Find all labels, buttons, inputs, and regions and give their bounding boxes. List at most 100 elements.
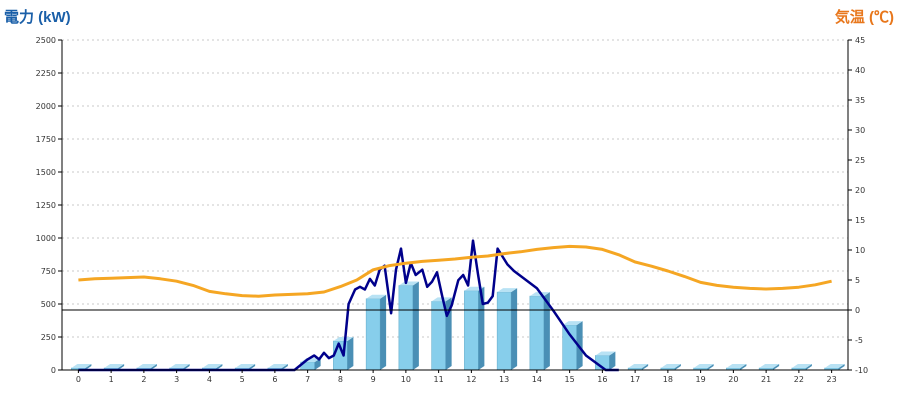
right-tick-label: 45	[855, 36, 865, 45]
bar-side	[674, 364, 681, 370]
bar	[496, 291, 512, 371]
x-tick-label: 13	[499, 375, 509, 384]
right-tick-label: 10	[855, 246, 865, 255]
right-tick-label: 30	[855, 126, 865, 135]
bar-side	[511, 288, 518, 370]
series-lines	[78, 239, 832, 372]
bar-side	[314, 358, 321, 370]
bar	[365, 298, 381, 371]
temperature-line	[78, 244, 832, 298]
right-tick-label: 15	[855, 216, 865, 225]
bar-top	[824, 364, 845, 368]
x-tick-label: 18	[663, 375, 673, 384]
right-tick-label: 0	[855, 306, 860, 315]
bar-top	[333, 336, 354, 341]
x-tick-label: 1	[109, 375, 114, 384]
left-tick-label: 250	[41, 333, 56, 342]
bar-side	[281, 364, 288, 370]
bar-side	[642, 364, 649, 370]
bar-side	[85, 364, 92, 370]
x-tick-label: 3	[174, 375, 179, 384]
bar-side	[805, 364, 812, 370]
x-tick-label: 19	[696, 375, 706, 384]
x-tick-label: 23	[827, 375, 837, 384]
bar-side	[740, 364, 747, 370]
x-tick-label: 15	[565, 375, 575, 384]
bar-top	[595, 351, 616, 356]
left-tick-label: 2000	[36, 102, 56, 111]
bar-side	[478, 286, 485, 370]
bar-top	[562, 321, 583, 326]
bar-side	[380, 294, 387, 370]
x-tick-label: 7	[305, 375, 310, 384]
x-tick-label: 4	[207, 375, 212, 384]
x-tick-label: 8	[338, 375, 343, 384]
bar-top	[71, 364, 92, 368]
right-tick-label: 25	[855, 156, 865, 165]
bar-top	[497, 288, 518, 293]
right-tick-label: 40	[855, 66, 865, 75]
left-tick-label: 0	[51, 366, 56, 375]
right-tick-label: 35	[855, 96, 865, 105]
grid-lines	[62, 39, 848, 338]
right-tick-label: -10	[855, 366, 868, 375]
bar-top	[366, 294, 387, 299]
x-tick-label: 14	[532, 375, 542, 384]
bar-side	[609, 351, 616, 370]
bar	[431, 301, 446, 371]
left-tick-label: 750	[41, 267, 56, 276]
left-tick-label: 1250	[36, 201, 56, 210]
right-tick-label: 20	[855, 186, 865, 195]
bar-top	[136, 364, 157, 368]
bar-top	[693, 364, 714, 368]
right-tick-label: -5	[855, 336, 863, 345]
bar	[398, 285, 414, 371]
bar-top	[759, 364, 780, 368]
x-tick-label: 11	[434, 375, 444, 384]
left-tick-label: 1750	[36, 135, 56, 144]
bar-top	[660, 364, 681, 368]
bar-top	[104, 364, 125, 368]
power-line	[78, 239, 619, 372]
bar-top	[267, 364, 288, 368]
bar-side	[838, 364, 845, 370]
left-tick-label: 2500	[36, 36, 56, 45]
bar-side	[216, 364, 223, 370]
bar-side	[150, 364, 157, 370]
bar-top	[235, 364, 256, 368]
x-tick-label: 17	[630, 375, 640, 384]
left-tick-label: 500	[41, 300, 56, 309]
bar	[562, 324, 577, 371]
x-tick-label: 6	[272, 375, 277, 384]
left-tick-label: 2250	[36, 69, 56, 78]
x-tick-label: 21	[761, 375, 771, 384]
x-tick-label: 5	[240, 375, 245, 384]
x-tick-label: 12	[466, 375, 476, 384]
bar-top	[628, 364, 649, 368]
x-tick-label: 22	[794, 375, 804, 384]
bar-side	[347, 336, 354, 370]
left-tick-label: 1500	[36, 168, 56, 177]
bar-side	[707, 364, 714, 370]
bar-top	[202, 364, 223, 368]
bar-top	[726, 364, 747, 368]
x-tick-label: 20	[728, 375, 738, 384]
bar-top	[791, 364, 812, 368]
bar	[529, 295, 545, 371]
bar-side	[412, 281, 419, 370]
x-tick-label: 9	[371, 375, 376, 384]
bar-side	[183, 364, 190, 370]
axes	[58, 39, 852, 373]
bar-top	[431, 297, 452, 302]
left-axis-title: 電力 (kW)	[4, 8, 71, 26]
x-tick-label: 16	[597, 375, 607, 384]
bar-top	[398, 281, 419, 286]
bar	[464, 290, 479, 371]
left-tick-label: 1000	[36, 234, 56, 243]
tick-labels: 02505007501000125015001750200022502500-1…	[36, 36, 868, 384]
power-bars	[71, 281, 845, 371]
x-tick-label: 0	[76, 375, 81, 384]
bar-side	[773, 364, 780, 370]
x-tick-label: 10	[401, 375, 411, 384]
